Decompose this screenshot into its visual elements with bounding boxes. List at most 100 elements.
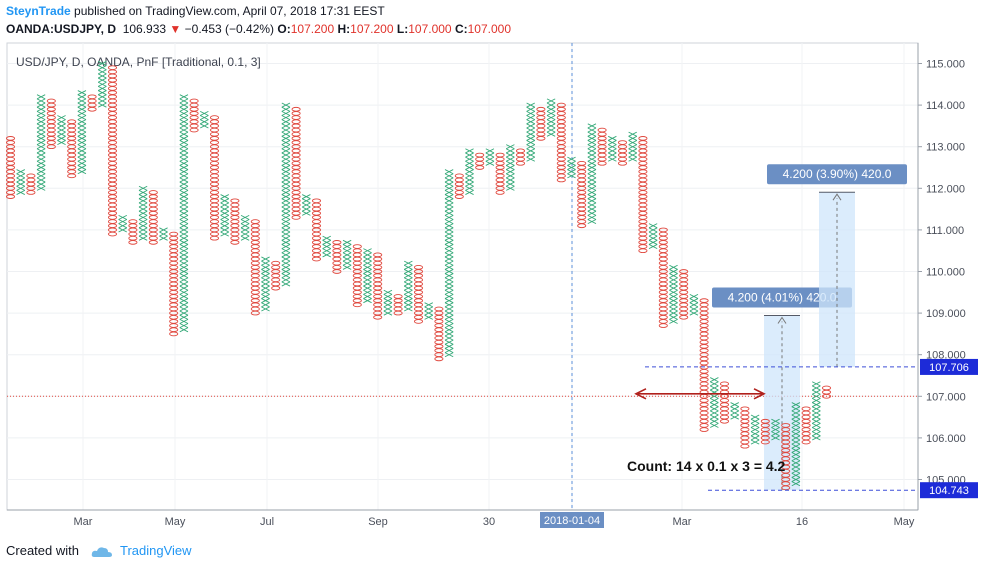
x-box [709,414,719,420]
o-box [577,161,587,166]
x-box [811,389,821,395]
x-box [281,252,291,258]
x-box [281,106,291,112]
x-box [16,189,26,195]
x-box [669,306,678,312]
x-box [403,306,413,312]
x-column [505,144,515,191]
x-box [77,135,87,141]
x-box [444,298,454,304]
symbol-label[interactable]: OANDA:USDJPY, D [6,22,117,36]
x-box [669,277,678,283]
x-box [363,269,372,274]
x-box [342,260,352,266]
x-box [567,165,576,170]
o-box [250,219,260,224]
o-column [373,252,383,320]
x-box [281,156,291,162]
x-box [567,160,576,166]
x-box [526,119,536,125]
x-box [179,223,189,229]
x-box [363,293,372,299]
x-box [730,402,740,408]
x-box [505,165,515,170]
time-tick-label: Jul [260,516,274,528]
x-box [179,94,189,100]
x-box [750,414,760,420]
time-tick-label: 30 [483,516,495,528]
x-box [199,115,209,121]
x-column [669,264,678,324]
x-box [281,160,291,166]
o-column [475,152,485,170]
x-column [383,289,393,316]
x-box [179,144,189,150]
x-box [281,281,291,287]
x-box [791,406,801,412]
x-box [36,152,46,158]
x-box [179,160,189,166]
o-column [311,198,322,262]
x-box [77,140,87,146]
x-box [138,227,148,233]
x-box [179,156,189,162]
x-box [587,140,597,146]
x-column [791,402,801,487]
x-box [791,435,801,441]
o-column [781,423,791,491]
x-box [220,198,230,204]
o-box [740,406,750,412]
x-box [179,173,189,179]
x-box [179,318,189,324]
x-box [383,298,393,304]
o-box [128,219,138,224]
x-box [179,281,189,287]
x-column [546,98,556,137]
x-box [750,422,760,428]
x-box [16,181,26,187]
x-box [77,160,87,166]
x-box [811,422,821,428]
o-column [740,406,750,449]
x-box [689,310,699,316]
o-box [638,136,648,141]
x-box [526,131,536,137]
x-column [424,302,434,320]
x-box [138,198,148,204]
x-box [179,327,189,333]
x-box [281,127,291,133]
o-box [515,148,526,154]
author-link[interactable]: SteynTrade [6,4,71,18]
price-tick-label: 107.000 [926,391,966,403]
x-box [383,293,393,299]
x-column [240,214,250,241]
pnf-chart[interactable]: 115.000 114.000 113.000 112.000 111.000 110.0… [0,40,981,540]
x-box [607,140,617,146]
x-box [16,169,26,175]
x-box [363,273,372,279]
x-box [526,152,536,158]
x-box [669,314,678,320]
x-box [444,339,454,345]
o-box [271,260,281,266]
x-box [281,231,291,237]
price-tick-label: 112.000 [926,183,965,195]
x-box [444,348,454,354]
x-box [77,131,87,137]
x-box [709,393,719,399]
o-column [434,306,444,362]
x-box [383,302,393,308]
x-box [179,185,189,191]
x-box [444,248,454,254]
x-box [669,285,678,291]
tradingview-link[interactable]: TradingView [120,543,192,558]
x-box [179,227,189,233]
pnf-columns [5,61,832,491]
x-box [750,427,760,433]
price-tick-label: 115.000 [926,59,965,71]
x-box [730,410,740,416]
x-box [281,148,291,154]
x-box [179,214,189,220]
x-box [322,244,332,250]
x-box [444,219,454,225]
